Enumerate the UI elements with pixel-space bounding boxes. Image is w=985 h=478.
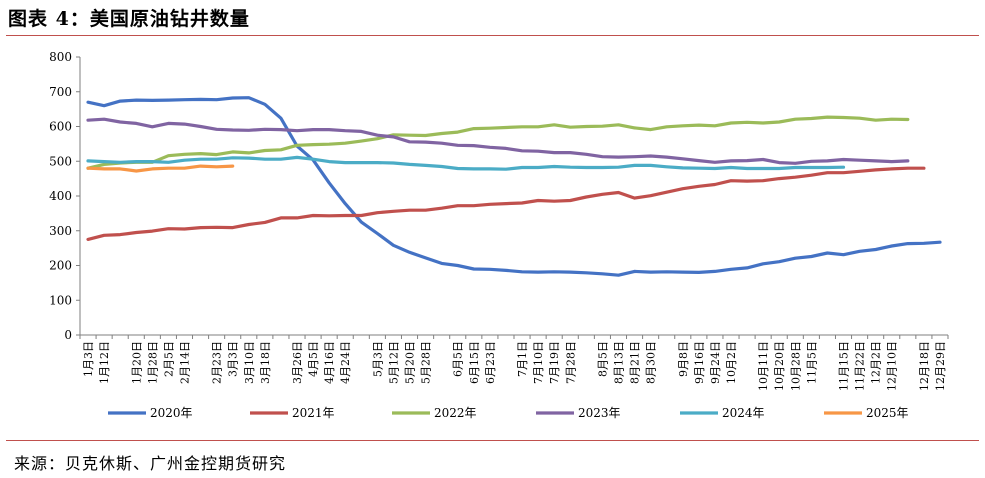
x-tick-label: 1月28日 [146, 341, 159, 384]
x-tick-label: 3月18日 [259, 341, 272, 384]
x-tick-label: 4月16日 [323, 341, 336, 384]
y-tick-label: 700 [49, 85, 72, 99]
x-tick-label: 1月20日 [130, 341, 143, 384]
x-tick-label: 9月24日 [709, 341, 722, 384]
x-tick-label: 5月3日 [371, 341, 384, 377]
chart-legend: 2020年 2021年 2022年 2023年 2024年 2025年 [108, 406, 909, 420]
x-tick-label: 8月13日 [612, 341, 625, 384]
x-tick-label: 6月5日 [452, 341, 465, 377]
source-note: 来源：贝克休斯、广州金控期货研究 [14, 454, 287, 473]
series-line-1 [86, 166, 926, 241]
x-tick-label: 3月26日 [291, 341, 304, 384]
x-tick-label: 8月21日 [629, 341, 642, 384]
y-tick-label: 500 [49, 154, 72, 168]
x-tick-label: 7月1日 [516, 341, 529, 377]
x-tick-label: 2月5日 [162, 341, 175, 377]
y-tick-label: 800 [49, 50, 72, 64]
chart-title: 图表 4：美国原油钻井数量 [8, 8, 250, 30]
series-line-5 [86, 164, 235, 173]
legend-label-0: 2020年 [150, 406, 193, 420]
x-tick-label: 10月2日 [725, 341, 738, 384]
x-tick-label: 11月15日 [838, 341, 851, 391]
x-tick-label: 12月29日 [934, 341, 947, 391]
x-tick-label: 2月23日 [211, 341, 224, 384]
x-tick-label: 3月3日 [227, 341, 240, 377]
series-line-3 [86, 117, 910, 165]
x-tick-label: 7月10日 [532, 341, 545, 384]
y-tick-label: 100 [49, 293, 72, 307]
x-tick-label: 1月3日 [82, 341, 95, 377]
x-tick-label: 10月20日 [773, 341, 786, 391]
x-tick-label: 4月24日 [339, 341, 352, 384]
x-tick-label: 11月22日 [854, 341, 867, 391]
source-divider [6, 440, 979, 441]
series-line-2 [86, 115, 910, 170]
x-tick-label: 5月20日 [404, 341, 417, 384]
x-tick-label: 4月5日 [307, 341, 320, 377]
legend-label-2: 2022年 [434, 406, 477, 420]
legend-label-1: 2021年 [292, 406, 335, 420]
series-line-4 [86, 155, 846, 171]
x-tick-label: 7月28日 [564, 341, 577, 384]
x-tick-label: 8月5日 [596, 341, 609, 377]
x-tick-label: 2月14日 [178, 341, 191, 384]
y-tick-label: 200 [49, 259, 72, 273]
legend-label-3: 2023年 [578, 406, 621, 420]
y-tick-label: 300 [49, 224, 72, 238]
x-tick-label: 1月12日 [98, 341, 111, 384]
y-tick-label: 400 [49, 189, 72, 203]
x-tick-label: 10月28日 [789, 341, 802, 391]
legend-label-5: 2025年 [866, 406, 909, 420]
chart-series-layer [86, 96, 942, 277]
y-tick-label: 600 [49, 120, 72, 134]
x-tick-label: 6月15日 [468, 341, 481, 384]
x-tick-label: 12月10日 [886, 341, 899, 391]
y-tick-label: 0 [64, 328, 72, 342]
x-tick-label: 8月30日 [645, 341, 658, 384]
x-tick-label: 11月5日 [805, 341, 818, 384]
series-line-0 [86, 96, 942, 277]
title-divider [6, 35, 979, 36]
x-tick-label: 7月19日 [548, 341, 561, 384]
x-tick-label: 5月12日 [387, 341, 400, 384]
x-tick-label: 5月28日 [420, 341, 433, 384]
legend-label-4: 2024年 [722, 406, 765, 420]
x-tick-label: 3月10日 [243, 341, 256, 384]
x-tick-label: 6月23日 [484, 341, 497, 384]
x-tick-label: 9月8日 [677, 341, 690, 377]
x-tick-label: 12月2日 [870, 341, 883, 384]
x-tick-label: 9月16日 [693, 341, 706, 384]
x-tick-label: 12月18日 [918, 341, 931, 391]
x-tick-label: 10月11日 [757, 341, 770, 391]
